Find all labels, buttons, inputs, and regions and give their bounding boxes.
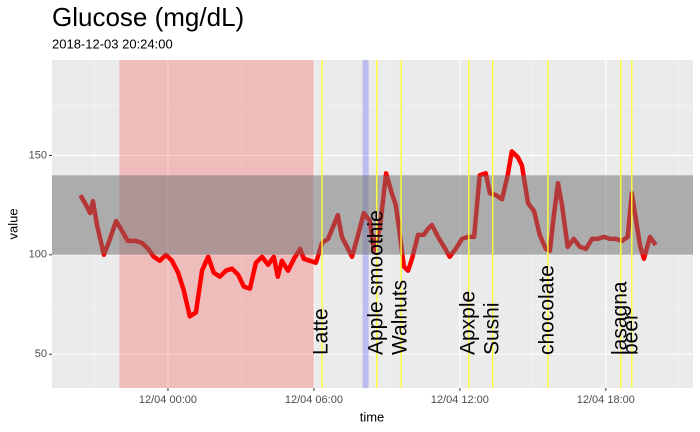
x-tick-label: 12/04 18:00 xyxy=(577,394,635,406)
y-tick-label: 100 xyxy=(29,249,47,261)
event-label: Apple smoothie xyxy=(364,210,387,355)
event-label: Apxple xyxy=(456,291,479,355)
event-label: lasagna xyxy=(608,281,631,355)
y-tick-label: 150 xyxy=(29,149,47,161)
y-axis-title: value xyxy=(5,208,20,239)
event-label: Sushi xyxy=(480,302,503,355)
event-label: Walnuts xyxy=(389,280,412,355)
x-tick-label: 12/04 00:00 xyxy=(139,394,197,406)
x-axis-title: time xyxy=(360,409,385,424)
chart-title: Glucose (mg/dL) xyxy=(52,2,244,32)
event-label: beer xyxy=(619,313,642,355)
chart-subtitle: 2018-12-03 20:24:00 xyxy=(52,36,173,51)
y-tick-label: 50 xyxy=(35,348,47,360)
x-tick-label: 12/04 06:00 xyxy=(285,394,343,406)
x-tick-label: 12/04 12:00 xyxy=(431,394,489,406)
event-label: chocolate xyxy=(535,265,558,355)
target-range xyxy=(52,175,693,255)
event-label: Latte xyxy=(310,308,333,355)
